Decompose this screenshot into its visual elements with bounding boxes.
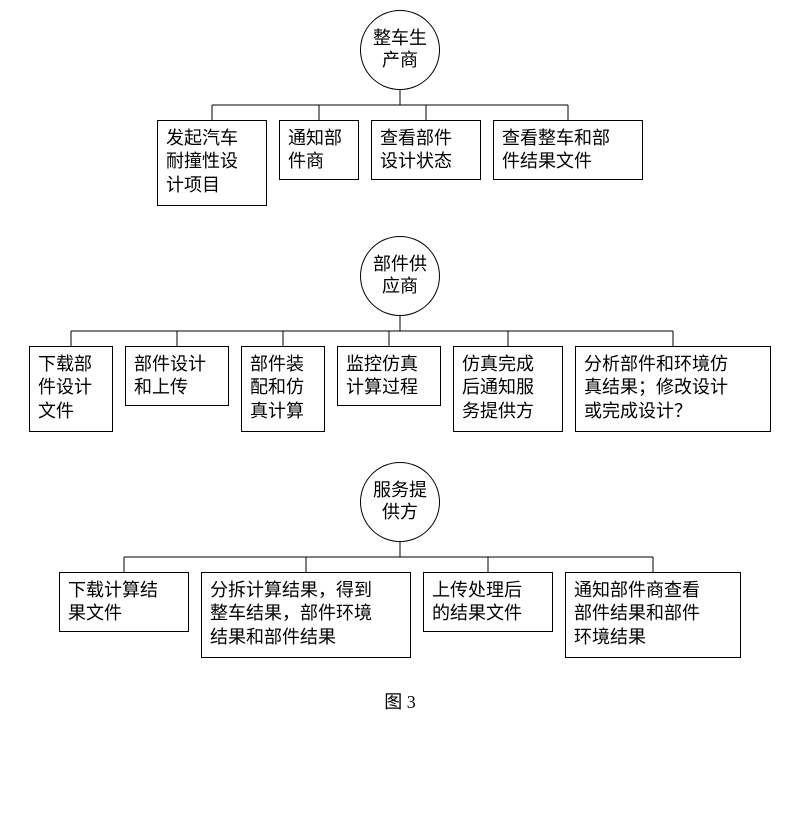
child-box: 查看整车和部 件结果文件 [493, 120, 643, 180]
child-box: 通知部 件商 [279, 120, 359, 180]
box-label: 分拆计算结果，得到 整车结果，部件环境 结果和部件结果 [210, 579, 372, 649]
box-label: 查看部件 设计状态 [380, 127, 452, 174]
box-label: 上传处理后 的结果文件 [432, 579, 522, 626]
box-label: 部件设计 和上传 [134, 353, 206, 400]
box-label: 仿真完成 后通知服 务提供方 [462, 353, 534, 423]
figure-caption: 图 3 [10, 688, 790, 714]
box-label: 发起汽车 耐撞性设 计项目 [166, 127, 238, 197]
child-box: 监控仿真 计算过程 [337, 346, 441, 406]
child-box: 仿真完成 后通知服 务提供方 [453, 346, 563, 432]
child-box: 发起汽车 耐撞性设 计项目 [157, 120, 267, 206]
child-box: 上传处理后 的结果文件 [423, 572, 553, 632]
connector-area [10, 316, 790, 346]
child-box: 部件设计 和上传 [125, 346, 229, 406]
child-row: 下载部 件设计 文件部件设计 和上传部件装 配和仿 真计算监控仿真 计算过程仿真… [10, 346, 790, 432]
child-box: 下载部 件设计 文件 [29, 346, 113, 432]
root-label: 整车生 产商 [373, 28, 427, 71]
child-box: 分析部件和环境仿 真结果；修改设计 或完成设计？ [575, 346, 771, 432]
box-label: 下载计算结 果文件 [68, 579, 158, 626]
child-row: 下载计算结 果文件 分拆计算结果，得到 整车结果，部件环境 结果和部件结果 上传处理… [10, 572, 790, 658]
child-box: 部件装 配和仿 真计算 [241, 346, 325, 432]
root-label: 部件供 应商 [373, 254, 427, 297]
child-row: 发起汽车 耐撞性设 计项目 通知部 件商查看部件 设计状态 查看整车和部 件结果文件 [10, 120, 790, 206]
connector-area [10, 90, 790, 120]
box-label: 通知部 件商 [288, 127, 342, 174]
child-box: 查看部件 设计状态 [371, 120, 481, 180]
box-label: 分析部件和环境仿 真结果；修改设计 或完成设计？ [584, 353, 728, 423]
tree-section: 整车生 产商发起汽车 耐撞性设 计项目 通知部 件商查看部件 设计状态 查看整车和部… [10, 10, 790, 206]
box-label: 下载部 件设计 文件 [38, 353, 92, 423]
root-node: 整车生 产商 [360, 10, 440, 90]
child-box: 分拆计算结果，得到 整车结果，部件环境 结果和部件结果 [201, 572, 411, 658]
connector-area [10, 542, 790, 572]
box-label: 查看整车和部 件结果文件 [502, 127, 610, 174]
box-label: 部件装 配和仿 真计算 [250, 353, 304, 423]
box-label: 监控仿真 计算过程 [346, 353, 418, 400]
tree-section: 服务提 供方下载计算结 果文件 分拆计算结果，得到 整车结果，部件环境 结果和部件… [10, 462, 790, 658]
root-node: 服务提 供方 [360, 462, 440, 542]
root-label: 服务提 供方 [373, 480, 427, 523]
root-node: 部件供 应商 [360, 236, 440, 316]
box-label: 通知部件商查看 部件结果和部件 环境结果 [574, 579, 700, 649]
tree-section: 部件供 应商下载部 件设计 文件部件设计 和上传部件装 配和仿 真计算监控仿真 … [10, 236, 790, 432]
child-box: 下载计算结 果文件 [59, 572, 189, 632]
child-box: 通知部件商查看 部件结果和部件 环境结果 [565, 572, 741, 658]
